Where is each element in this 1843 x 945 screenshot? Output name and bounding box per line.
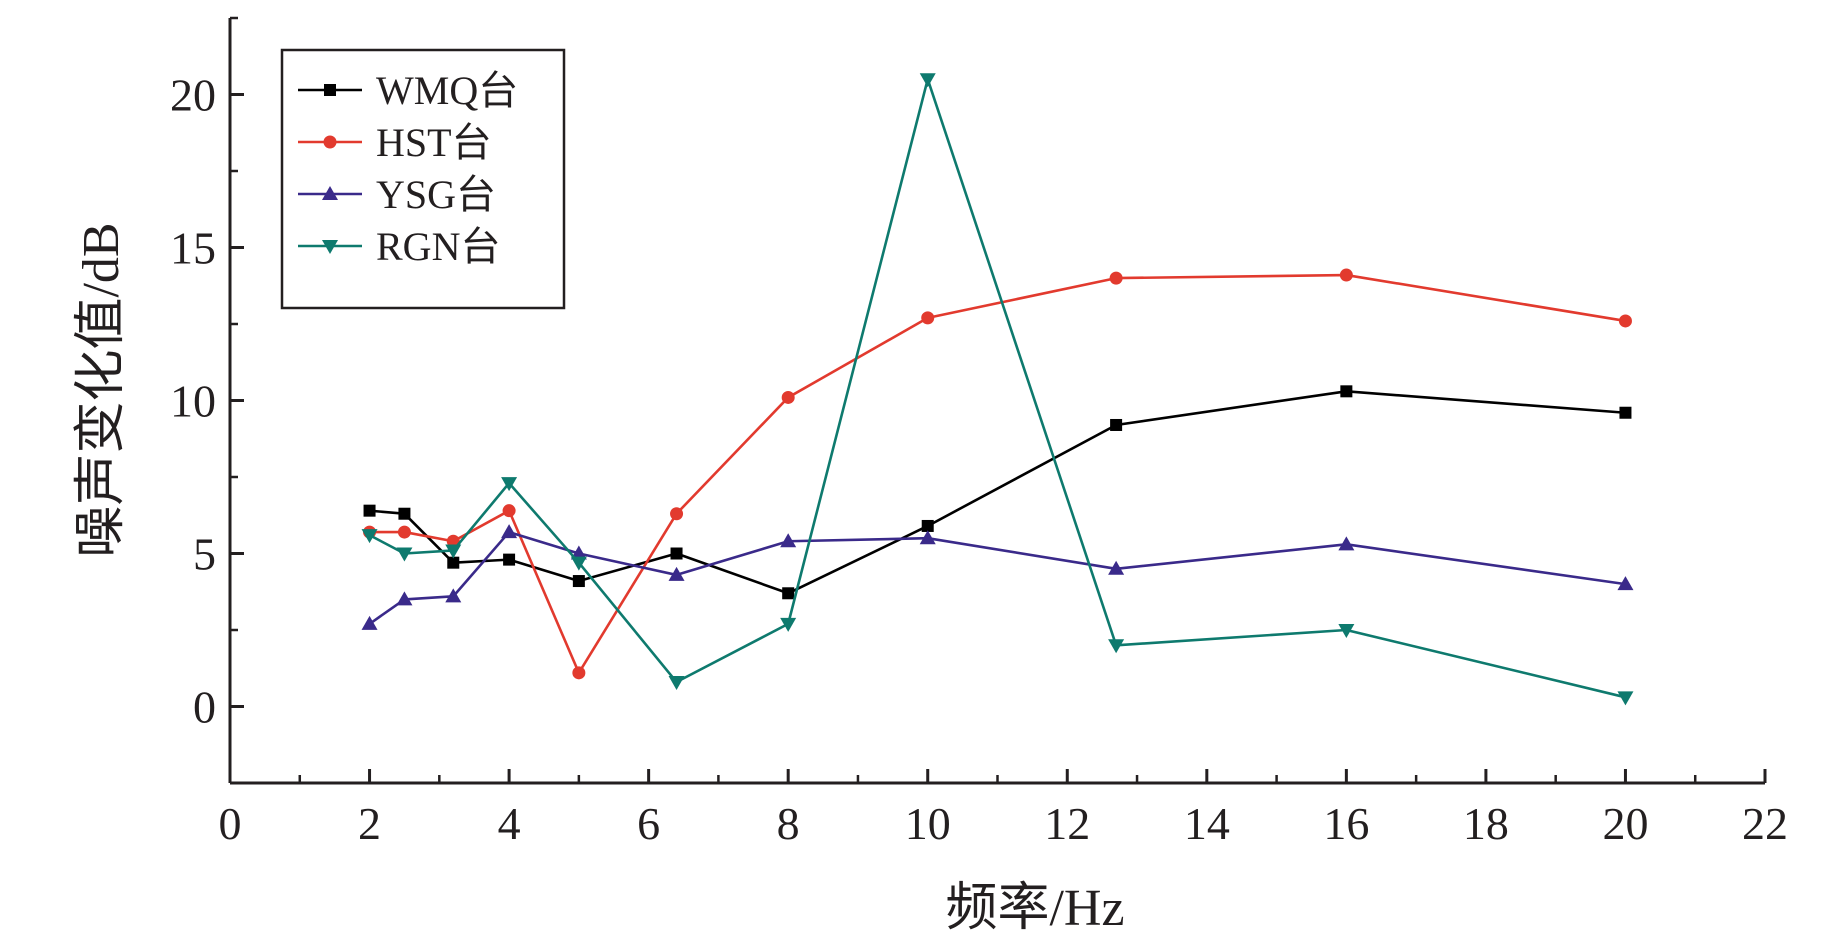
data-point [363,504,376,517]
legend: WMQ台 HST台 YSG台 RGN台 [280,48,566,310]
data-point [396,591,413,606]
series-layer [361,73,1634,706]
x-tick-label: 20 [1602,798,1648,849]
x-tick-label: 4 [498,798,521,849]
series-1 [363,268,1632,680]
data-point [1617,576,1634,591]
series-line [369,390,1626,595]
data-point [1108,639,1125,654]
data-point [361,529,378,544]
data-point [781,390,795,404]
data-point [919,530,936,545]
data-point [447,556,460,569]
legend-marker [323,135,337,149]
series-2 [361,524,1634,630]
x-tick-label: 14 [1184,798,1230,849]
y-tick-label: 20 [170,70,216,121]
data-point [501,524,518,539]
x-tick-label: 2 [358,798,381,849]
y-tick-label: 5 [193,529,216,580]
data-point [396,547,413,562]
data-point [361,615,378,630]
x-tick-label: 18 [1463,798,1509,849]
data-point [921,519,934,532]
legend-marker [324,84,336,96]
data-point [502,504,516,518]
data-point [1339,268,1353,282]
data-point [503,553,516,566]
data-point [919,73,936,88]
series-0 [363,385,1632,600]
x-tick-label: 10 [905,798,951,849]
data-point [670,547,683,560]
series-3 [361,73,1634,706]
legend-marker [322,240,338,254]
data-point [1618,314,1632,328]
data-point [921,311,935,325]
x-tick-label: 22 [1742,798,1788,849]
data-point [570,545,587,560]
data-point [670,507,684,521]
data-point [668,566,685,581]
legend-label: RGN台 [376,224,500,269]
data-point [501,477,518,492]
data-point [1338,624,1355,638]
data-point [668,676,685,691]
x-axis-ticks: 0 2 4 6 8 10 12 14 16 18 20 22 [219,769,1788,849]
y-axis-title: 噪声变化值/dB [73,222,130,557]
data-point [1108,560,1125,575]
x-tick-label: 16 [1323,798,1369,849]
data-point [1617,691,1634,706]
legend-item: YSG台 [298,172,496,217]
data-point [1619,406,1632,419]
x-tick-label: 0 [219,798,242,849]
legend-label: WMQ台 [376,68,518,113]
data-point [1340,385,1353,398]
legend-item: WMQ台 [298,68,518,113]
legend-label: HST台 [376,120,492,165]
x-tick-label: 6 [637,798,660,849]
legend-marker [322,186,338,200]
data-point [570,556,587,571]
legend-item: RGN台 [298,224,500,269]
x-tick-label: 8 [777,798,800,849]
series-line [368,530,1626,625]
data-point [572,575,585,588]
data-point [398,507,411,520]
data-point [397,525,411,539]
y-tick-label: 10 [170,376,216,427]
data-point [572,666,586,680]
data-point [782,587,795,600]
data-point [780,533,797,548]
x-axis-title: 频率/Hz [945,880,1124,937]
x-tick-label: 12 [1044,798,1090,849]
legend-label: YSG台 [376,172,496,217]
data-point [1110,418,1123,431]
data-point [445,544,462,559]
y-axis-ticks: 0 5 10 15 20 [170,16,244,785]
data-point [1338,536,1355,551]
data-point [1109,271,1123,285]
legend-item: HST台 [298,120,492,165]
y-tick-label: 0 [193,682,216,733]
data-point [780,617,797,632]
data-point [445,588,462,603]
y-tick-label: 15 [170,223,216,274]
series-line [369,273,1626,675]
